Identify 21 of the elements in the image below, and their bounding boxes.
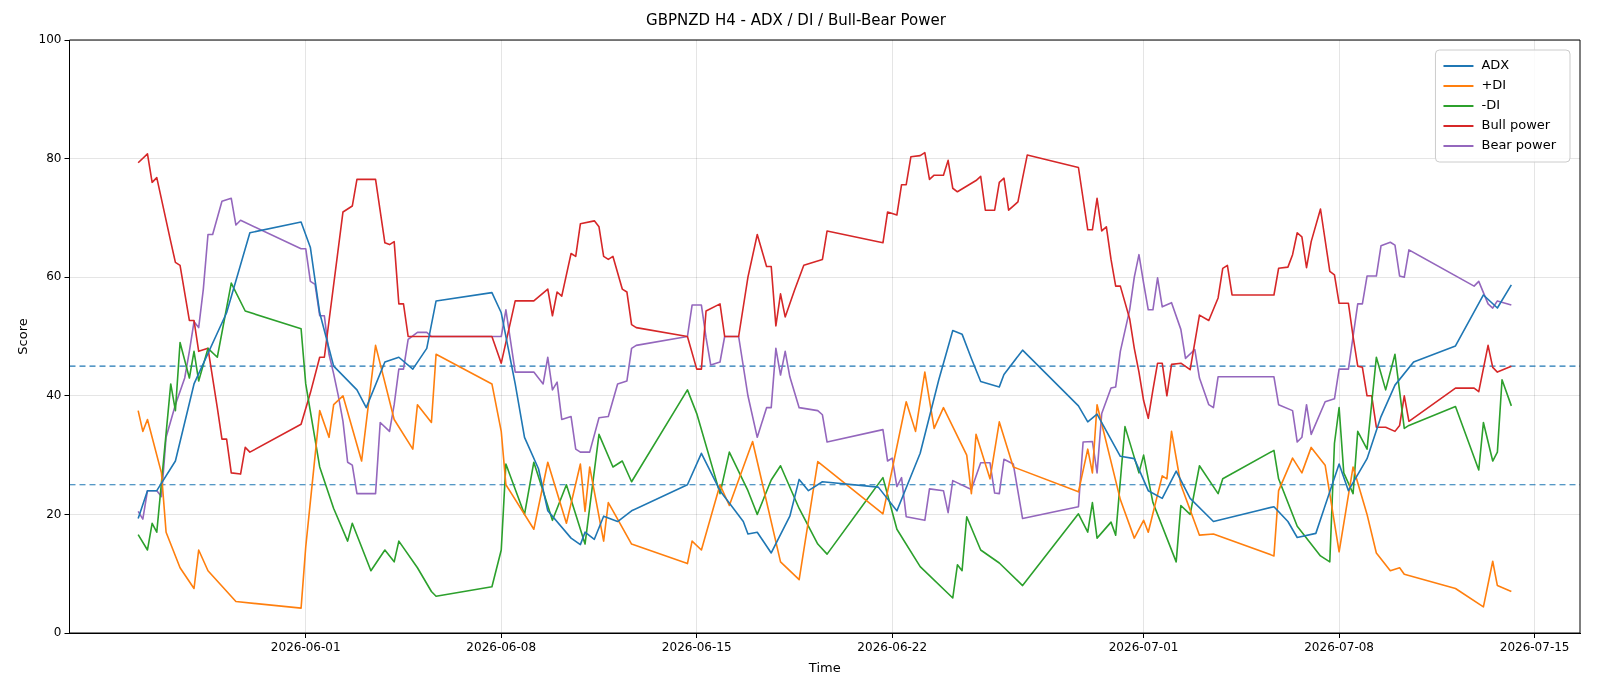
legend-label: ADX [1481, 57, 1510, 73]
y-tick-label: 100 [38, 32, 62, 47]
x-tick-label: 2026-06-22 [857, 640, 928, 655]
legend-label: -DI [1481, 97, 1501, 113]
x-tick-label: 2026-07-15 [1499, 640, 1570, 655]
legend-label: +DI [1481, 77, 1507, 93]
chart-title: GBPNZD H4 - ADX / DI / Bull-Bear Power [646, 10, 947, 29]
x-tick-label: 2026-06-08 [466, 640, 537, 655]
y-tick-label: 20 [46, 506, 62, 521]
x-axis-title: Time [807, 659, 841, 675]
legend-label: Bull power [1481, 117, 1551, 133]
x-tick-label: 2026-07-01 [1108, 640, 1179, 655]
x-tick-label: 2026-06-15 [661, 640, 732, 655]
y-tick-label: 60 [46, 269, 62, 284]
y-tick-label: 0 [53, 625, 62, 640]
legend-label: Bear power [1481, 137, 1557, 153]
x-tick-label: 2026-07-08 [1304, 640, 1374, 655]
y-tick-label: 40 [46, 387, 62, 402]
y-axis-title: Score [15, 318, 31, 355]
x-tick-label: 2026-06-01 [270, 640, 341, 655]
y-tick-label: 80 [46, 150, 62, 165]
